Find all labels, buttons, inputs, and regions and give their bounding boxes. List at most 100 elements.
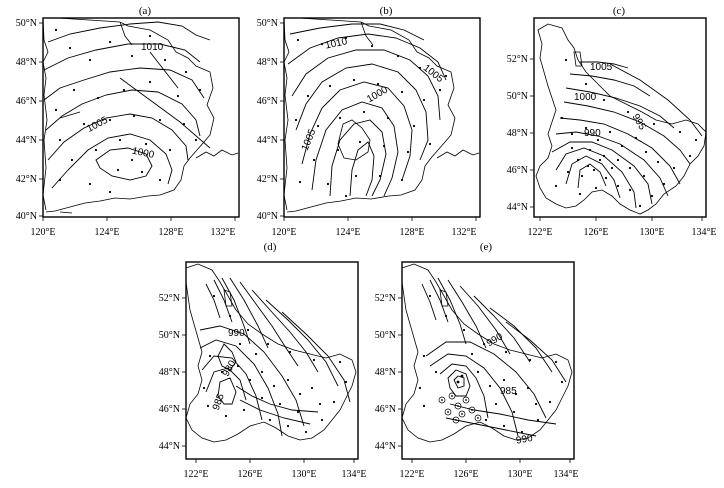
lat-tick-label: 48°N (16, 57, 37, 68)
panel-d-stations (202, 294, 348, 434)
lon-tick-label: 128°E (399, 227, 424, 238)
panel-c-frame (533, 17, 707, 218)
lat-tick-label: 46°N (257, 96, 278, 107)
panel-e-title: (e) (480, 241, 493, 253)
panel-e-observed-stations (438, 392, 482, 424)
lon-tick-label: 134°E (691, 227, 716, 238)
lon-tick-label: 128°E (158, 227, 183, 238)
lon-tick-label: 130°E (639, 227, 664, 238)
panel-e-isobar-label: 990 (515, 433, 534, 447)
panel-a-title: (a) (139, 5, 152, 17)
panel-b-stations (294, 36, 448, 198)
lon-tick-label: 126°E (453, 469, 478, 480)
lat-tick-label: 48°N (375, 367, 396, 378)
lat-tick-label: 48°N (507, 128, 528, 139)
lat-tick-label: 44°N (375, 441, 396, 452)
panel-c-isobar-labels: 1005 1000 995 990 (574, 62, 648, 139)
panel-c-isobar-label: 990 (584, 128, 601, 139)
panel-b-isobars (287, 23, 447, 197)
lon-tick-label: 126°E (237, 469, 262, 480)
lat-tick-label: 50°N (159, 330, 180, 341)
lon-tick-label: 122°E (399, 469, 424, 480)
panel-a-isobar-label: 1010 (141, 42, 164, 53)
lat-tick-label: 50°N (507, 91, 528, 102)
lat-tick-label: 46°N (375, 404, 396, 415)
panel-a-frame (42, 17, 240, 218)
lat-tick-label: 50°N (375, 330, 396, 341)
lon-tick-label: 124°E (94, 227, 119, 238)
panel-e-axes: 52°N 50°N 48°N 46°N 44°N 122°E 126°E 130… (375, 293, 579, 480)
lon-tick-label: 130°E (507, 469, 532, 480)
lat-tick-label: 42°N (257, 174, 278, 185)
panel-d-boundary (185, 263, 357, 443)
panel-c-isobar-label: 995 (630, 112, 648, 132)
panel-b-title: (b) (380, 5, 393, 17)
lon-tick-label: 132°E (451, 227, 476, 238)
panel-e-isobar-label: 990 (485, 331, 505, 349)
panel-d-frame (185, 261, 359, 460)
panel-c-isobars (551, 61, 703, 209)
lat-tick-label: 44°N (159, 441, 180, 452)
lon-tick-label: 132°E (210, 227, 235, 238)
panel-e-isobar-label: 985 (500, 386, 517, 397)
panel-e-boundary (401, 263, 573, 443)
lat-tick-label: 50°N (257, 18, 278, 29)
panel-e: (e) (375, 241, 579, 480)
panel-d-axes: 52°N 50°N 48°N 46°N 44°N 122°E 126°E 130… (159, 293, 367, 480)
lat-tick-label: 52°N (507, 54, 528, 65)
panel-c-title: (c) (613, 5, 626, 17)
lon-tick-label: 126°E (583, 227, 608, 238)
panel-d-title: (d) (264, 241, 277, 253)
panel-c-isobar-label: 1005 (590, 62, 613, 73)
panel-d-isobar-label: 990 (228, 328, 245, 339)
lat-tick-label: 46°N (159, 404, 180, 415)
lon-tick-label: 120°E (30, 227, 55, 238)
panel-d-isobar-labels: 990 980 985 (211, 328, 245, 412)
panel-b-isobar-label: 1005 (421, 63, 446, 86)
panel-c-stations (554, 58, 698, 208)
panel-c-axes: 52°N 50°N 48°N 46°N 44°N 122°E 126°E 130… (507, 54, 717, 238)
lon-tick-label: 122°E (183, 469, 208, 480)
panel-e-isobars (421, 277, 567, 437)
lon-tick-label: 120°E (271, 227, 296, 238)
lat-tick-label: 52°N (159, 293, 180, 304)
lat-tick-label: 44°N (16, 135, 37, 146)
panel-e-stations (418, 294, 564, 434)
panel-a-stations (54, 28, 202, 194)
lon-tick-label: 122°E (527, 227, 552, 238)
panel-a-isobar-label: 1000 (131, 146, 155, 161)
lat-tick-label: 46°N (507, 165, 528, 176)
panel-b: (b) (257, 5, 481, 238)
panel-b-isobar-label: 1010 (324, 36, 348, 51)
panel-b-isobar-label: 1005 (300, 127, 319, 152)
panel-d: (d) (159, 241, 367, 480)
panel-a: (a) (16, 5, 240, 238)
panel-d-isobars (199, 277, 351, 437)
lon-tick-label: 134°E (341, 469, 366, 480)
lat-tick-label: 44°N (507, 202, 528, 213)
panel-e-isobar-labels: 990 985 990 (485, 331, 534, 447)
lat-tick-label: 40°N (257, 211, 278, 222)
panel-b-frame (283, 17, 481, 218)
lat-tick-label: 52°N (375, 293, 396, 304)
panel-c-boundary (535, 23, 707, 215)
panel-c: (c) (507, 5, 717, 238)
lat-tick-label: 50°N (16, 18, 37, 29)
panel-a-axes: 50°N 48°N 46°N 44°N 42°N 40°N 120°E 124°… (16, 18, 236, 238)
lat-tick-label: 42°N (16, 174, 37, 185)
panel-e-frame (401, 261, 575, 460)
lat-tick-label: 44°N (257, 135, 278, 146)
panel-c-isobar-label: 1000 (574, 92, 597, 103)
lat-tick-label: 40°N (16, 211, 37, 222)
lon-tick-label: 130°E (291, 469, 316, 480)
panel-b-axes: 50°N 48°N 46°N 44°N 42°N 40°N 120°E 124°… (257, 18, 477, 238)
panel-d-isobar-label: 985 (211, 392, 227, 412)
panel-a-isobars (43, 21, 211, 189)
lat-tick-label: 48°N (257, 57, 278, 68)
panel-b-boundary (283, 17, 480, 213)
lon-tick-label: 124°E (335, 227, 360, 238)
panel-a-boundary (42, 17, 239, 214)
lat-tick-label: 48°N (159, 367, 180, 378)
